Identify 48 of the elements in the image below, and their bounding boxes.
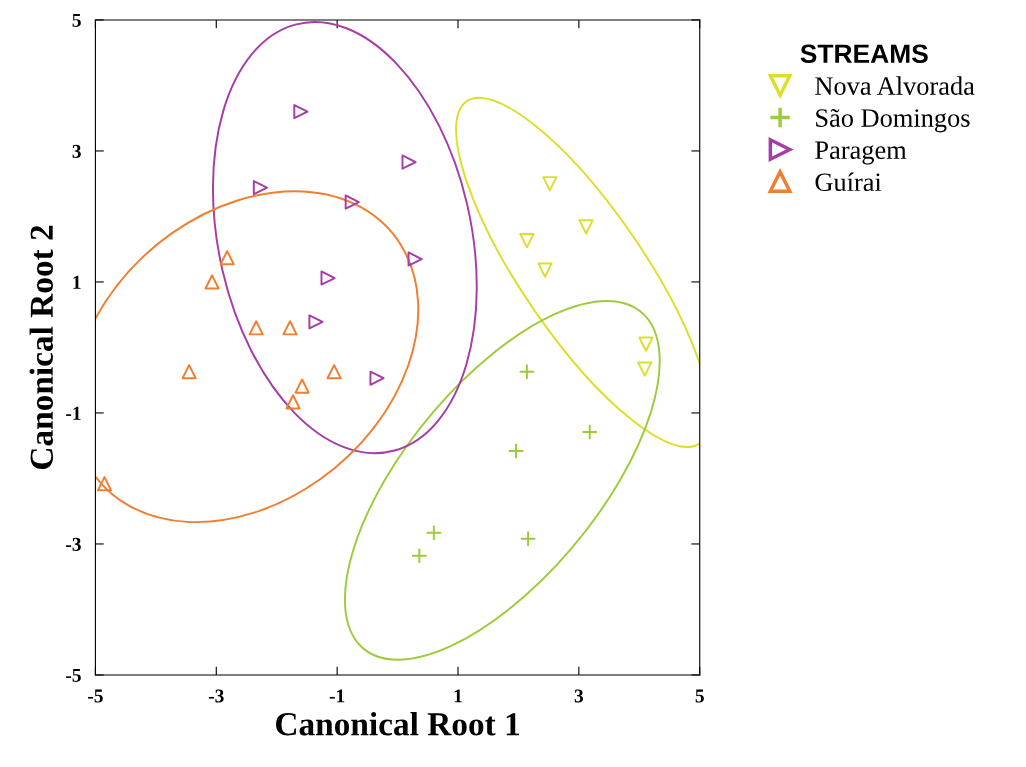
point [542, 176, 558, 192]
point [252, 180, 268, 196]
legend-label: Guírai [815, 172, 882, 192]
point [411, 547, 428, 564]
point [248, 320, 264, 336]
x-axis-title: Canonical Root 1 [276, 712, 520, 736]
point [344, 194, 360, 210]
x-tick-label: 5 [695, 689, 704, 703]
point [285, 394, 301, 410]
point [320, 270, 336, 286]
point [96, 476, 113, 492]
point [425, 524, 443, 542]
point [637, 361, 653, 377]
y-axis-title: Canonical Root 2 [29, 225, 54, 469]
point [401, 154, 417, 170]
point [282, 320, 298, 336]
point [581, 423, 598, 441]
point [204, 274, 220, 290]
y-tick-label: -1 [66, 406, 81, 420]
point [181, 364, 197, 380]
y-tick-label: -5 [66, 668, 81, 682]
point [308, 314, 324, 330]
y-tick-label: 5 [72, 13, 81, 27]
x-tick-label: -1 [329, 689, 345, 703]
point [407, 251, 423, 267]
x-tick-label: -5 [88, 689, 103, 703]
point [519, 530, 537, 547]
y-tick-label: 1 [73, 275, 81, 289]
y-tick-label: -3 [66, 537, 81, 551]
point [578, 219, 594, 235]
x-tick-label: 1 [454, 689, 462, 703]
point [294, 378, 310, 394]
point [507, 442, 525, 460]
x-tick-label: 3 [574, 689, 584, 703]
point [519, 233, 535, 249]
legend-label: Paragem [815, 141, 907, 165]
legend-title: STREAMS [800, 44, 928, 64]
point [219, 250, 235, 266]
point [638, 336, 654, 352]
legend-label: Nova Alvorada [815, 76, 975, 95]
point [326, 364, 342, 380]
point [518, 363, 536, 380]
legend-label: São Domingos [816, 108, 970, 133]
point [369, 370, 385, 386]
x-tick-label: -3 [208, 689, 224, 703]
point [293, 104, 309, 120]
point [537, 262, 553, 278]
y-tick-label: 3 [72, 144, 81, 158]
